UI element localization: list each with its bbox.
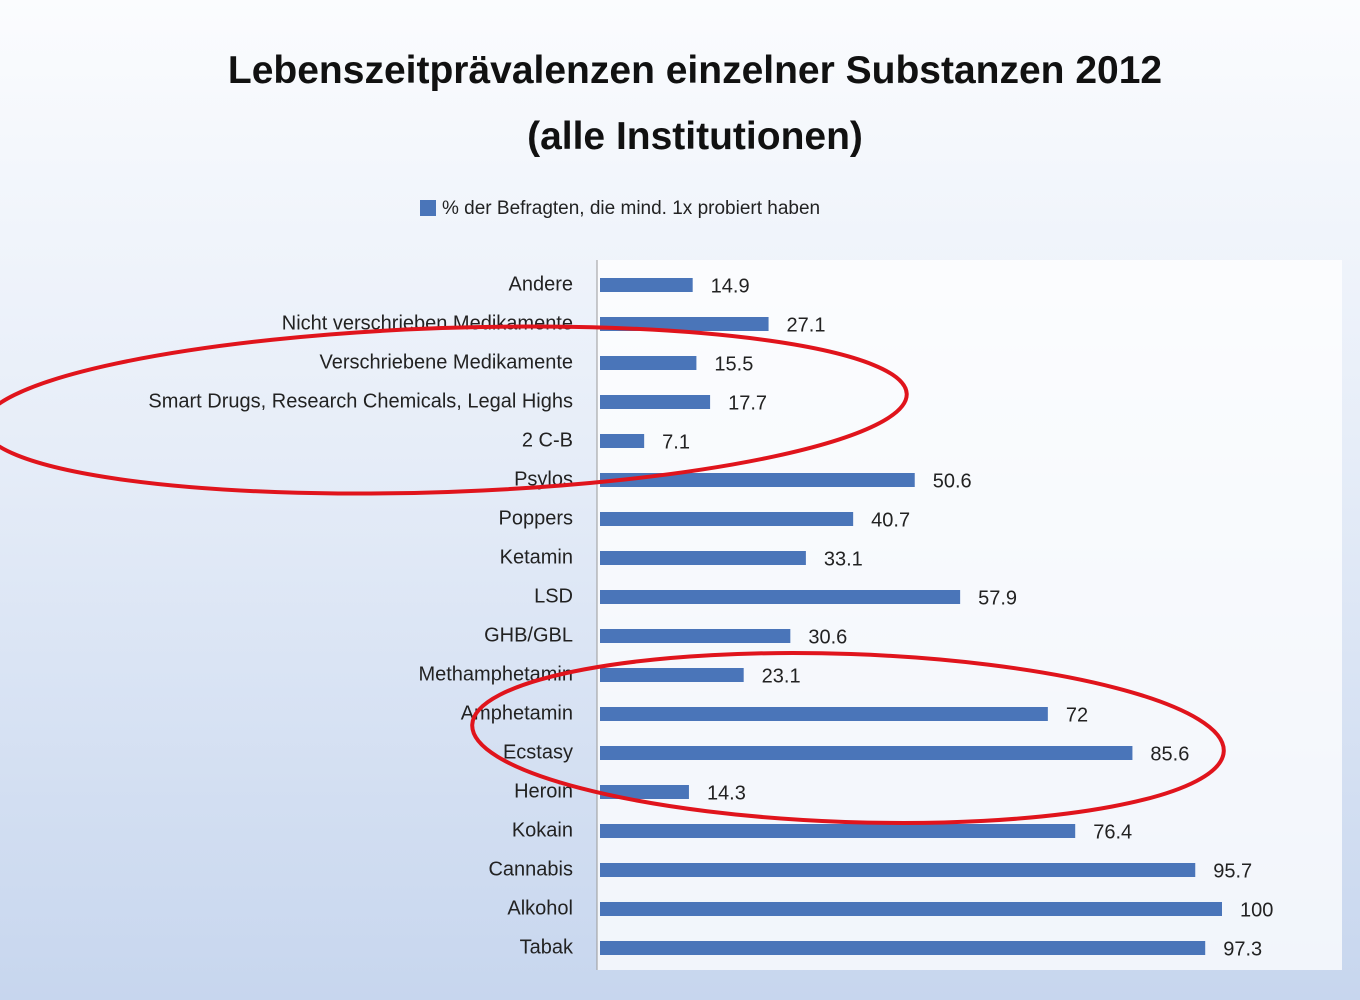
category-label: Methamphetamin: [418, 663, 573, 685]
category-label: Cannabis: [488, 858, 573, 880]
bar: [600, 785, 689, 799]
bar: [600, 902, 1222, 916]
chart-title: Lebenszeitprävalenzen einzelner Substanz…: [227, 49, 1163, 158]
data-label: 72: [1066, 704, 1088, 726]
data-label: 23.1: [762, 665, 801, 687]
annotation-ellipse: [470, 651, 1226, 825]
bar: [600, 629, 791, 643]
data-label: 27.1: [787, 314, 826, 336]
category-label: LSD: [534, 585, 573, 607]
category-label: Kokain: [512, 819, 573, 841]
category-label: Nicht verschrieben Medikamente: [282, 312, 573, 334]
data-label: 50.6: [933, 470, 972, 492]
bar: [600, 707, 1048, 721]
bar: [600, 824, 1076, 838]
category-label: Tabak: [520, 936, 574, 958]
category-label: Verschriebene Medikamente: [320, 351, 573, 373]
category-label: Ketamin: [500, 546, 573, 568]
bar: [600, 668, 744, 682]
category-label: Ecstasy: [503, 741, 573, 763]
bar: [600, 746, 1133, 760]
data-label: 76.4: [1093, 821, 1132, 843]
data-label: 33.1: [824, 548, 863, 570]
data-label: 14.9: [711, 275, 750, 297]
bar: [600, 512, 854, 526]
plot-area: [597, 260, 1342, 970]
category-label: Poppers: [499, 507, 574, 529]
category-label: Amphetamin: [461, 702, 573, 724]
legend-label: % der Befragten, die mind. 1x probiert h…: [442, 198, 820, 219]
bar: [600, 434, 645, 448]
bar: [600, 473, 915, 487]
data-label: 100: [1240, 899, 1273, 921]
bar: [600, 278, 693, 292]
data-label: 97.3: [1223, 938, 1262, 960]
category-label: GHB/GBL: [484, 624, 573, 646]
bar: [600, 590, 961, 604]
legend-swatch: [420, 200, 436, 216]
category-label: Heroin: [514, 780, 573, 802]
data-label: 15.5: [714, 353, 753, 375]
bar: [600, 356, 697, 370]
data-label: 95.7: [1213, 860, 1252, 882]
bar: [600, 863, 1196, 877]
annotation-ellipse: [0, 324, 909, 496]
category-label: 2 C-B: [522, 429, 573, 451]
data-label: 14.3: [707, 782, 746, 804]
bar: [600, 551, 806, 565]
data-label: 57.9: [978, 587, 1017, 609]
bar: [600, 395, 711, 409]
data-label: 40.7: [871, 509, 910, 531]
data-label: 7.1: [662, 431, 690, 453]
data-label: 30.6: [808, 626, 847, 648]
category-label: Andere: [509, 273, 574, 295]
bar: [600, 941, 1206, 955]
data-label: 85.6: [1150, 743, 1189, 765]
category-label: Alkohol: [507, 897, 573, 919]
category-label: Smart Drugs, Research Chemicals, Legal H…: [148, 390, 573, 412]
data-label: 17.7: [728, 392, 767, 414]
